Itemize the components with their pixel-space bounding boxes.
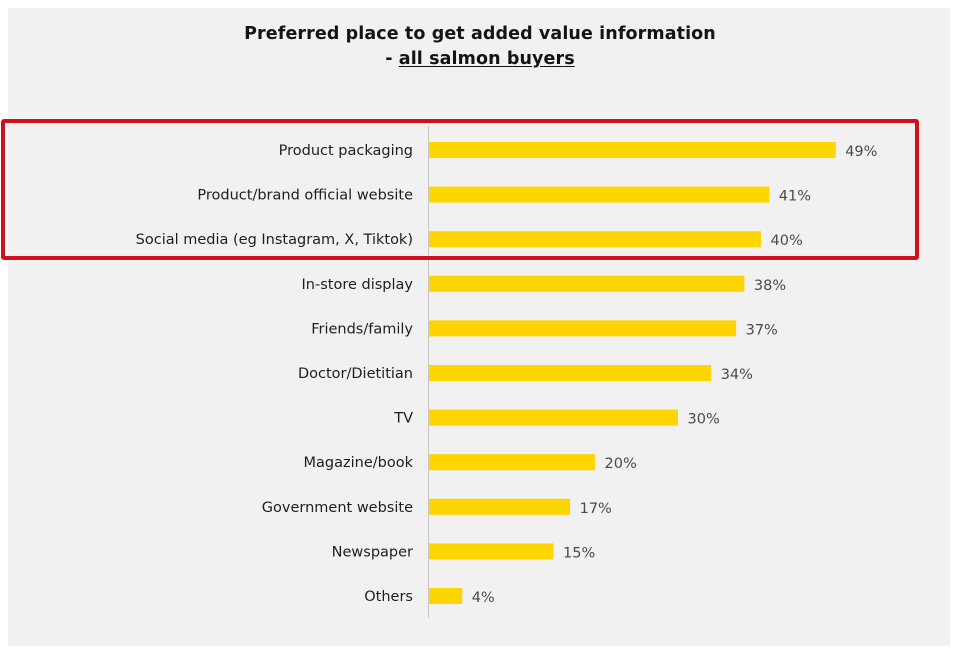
chart-subtitle: - all salmon buyers — [0, 47, 960, 72]
value-labels: 49% 41% 40% 38% 37% 34% 30% 20% 17% 15% 4% — [472, 144, 878, 606]
bar-2 — [429, 231, 761, 248]
chart-subtitle-text: all salmon buyers — [398, 49, 575, 69]
value-label-4: 37% — [746, 322, 778, 338]
value-label-2: 40% — [771, 233, 803, 249]
category-label-3: In-store display — [302, 277, 414, 293]
bars-layer — [429, 142, 836, 604]
value-label-1: 41% — [779, 189, 811, 205]
value-label-5: 34% — [721, 367, 753, 383]
category-label-7: Magazine/book — [304, 455, 414, 471]
bar-0 — [429, 142, 836, 158]
category-label-5: Doctor/Dietitian — [298, 366, 413, 382]
category-label-1: Product/brand official website — [197, 188, 413, 204]
value-label-9: 15% — [563, 545, 595, 561]
bar-8 — [429, 498, 571, 515]
category-label-2: Social media (eg Instagram, X, Tiktok) — [136, 232, 413, 248]
bar-5 — [429, 365, 712, 381]
value-label-8: 17% — [580, 501, 612, 517]
bar-3 — [429, 275, 745, 292]
category-labels: Product packaging Product/brand official … — [136, 143, 414, 605]
chart-title-block: Preferred place to get added value infor… — [0, 22, 960, 72]
category-label-10: Others — [364, 589, 413, 605]
category-label-6: TV — [393, 411, 413, 427]
value-label-6: 30% — [688, 412, 720, 428]
category-label-4: Friends/family — [311, 321, 413, 337]
category-label-0: Product packaging — [279, 143, 413, 159]
value-label-0: 49% — [845, 144, 877, 160]
bar-4 — [429, 320, 737, 337]
value-label-3: 38% — [754, 278, 786, 294]
bar-9 — [429, 543, 554, 560]
value-label-7: 20% — [605, 456, 637, 472]
category-label-8: Government website — [262, 500, 413, 516]
highlight-box-top-three — [1, 119, 919, 260]
bar-6 — [429, 409, 678, 426]
bar-7 — [429, 454, 595, 471]
category-label-9: Newspaper — [332, 544, 413, 560]
bar-10 — [429, 588, 463, 604]
bar-1 — [429, 186, 770, 203]
chart-title: Preferred place to get added value infor… — [244, 24, 716, 44]
chart-subtitle-prefix: - — [385, 49, 399, 69]
value-label-10: 4% — [472, 590, 495, 606]
